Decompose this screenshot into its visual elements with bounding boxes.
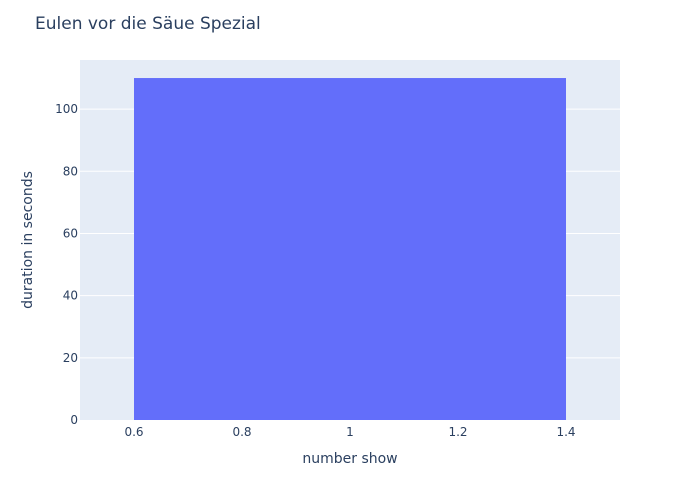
x-axis-title: number show [302, 451, 397, 467]
y-tick-label: 20 [63, 351, 78, 365]
y-tick-label: 100 [55, 102, 78, 116]
x-tick-label: 1 [346, 425, 354, 439]
x-tick-label: 1.4 [556, 425, 575, 439]
y-tick-label: 40 [63, 289, 78, 303]
x-tick-label: 0.6 [124, 425, 143, 439]
bar-1 [134, 78, 566, 420]
x-tick-label: 0.8 [232, 425, 251, 439]
chart-title: Eulen vor die Säue Spezial [35, 14, 261, 34]
x-tick-label: 1.2 [448, 425, 467, 439]
y-tick-label: 60 [63, 226, 78, 240]
y-tick-label: 80 [63, 164, 78, 178]
x-axis-ticks: 0.6 0.8 1 1.2 1.4 [124, 425, 575, 439]
y-axis-ticks: 0 20 40 60 80 100 [55, 102, 78, 427]
bars [134, 78, 566, 420]
y-axis-title: duration in seconds [20, 171, 36, 309]
y-tick-label: 0 [70, 413, 78, 427]
